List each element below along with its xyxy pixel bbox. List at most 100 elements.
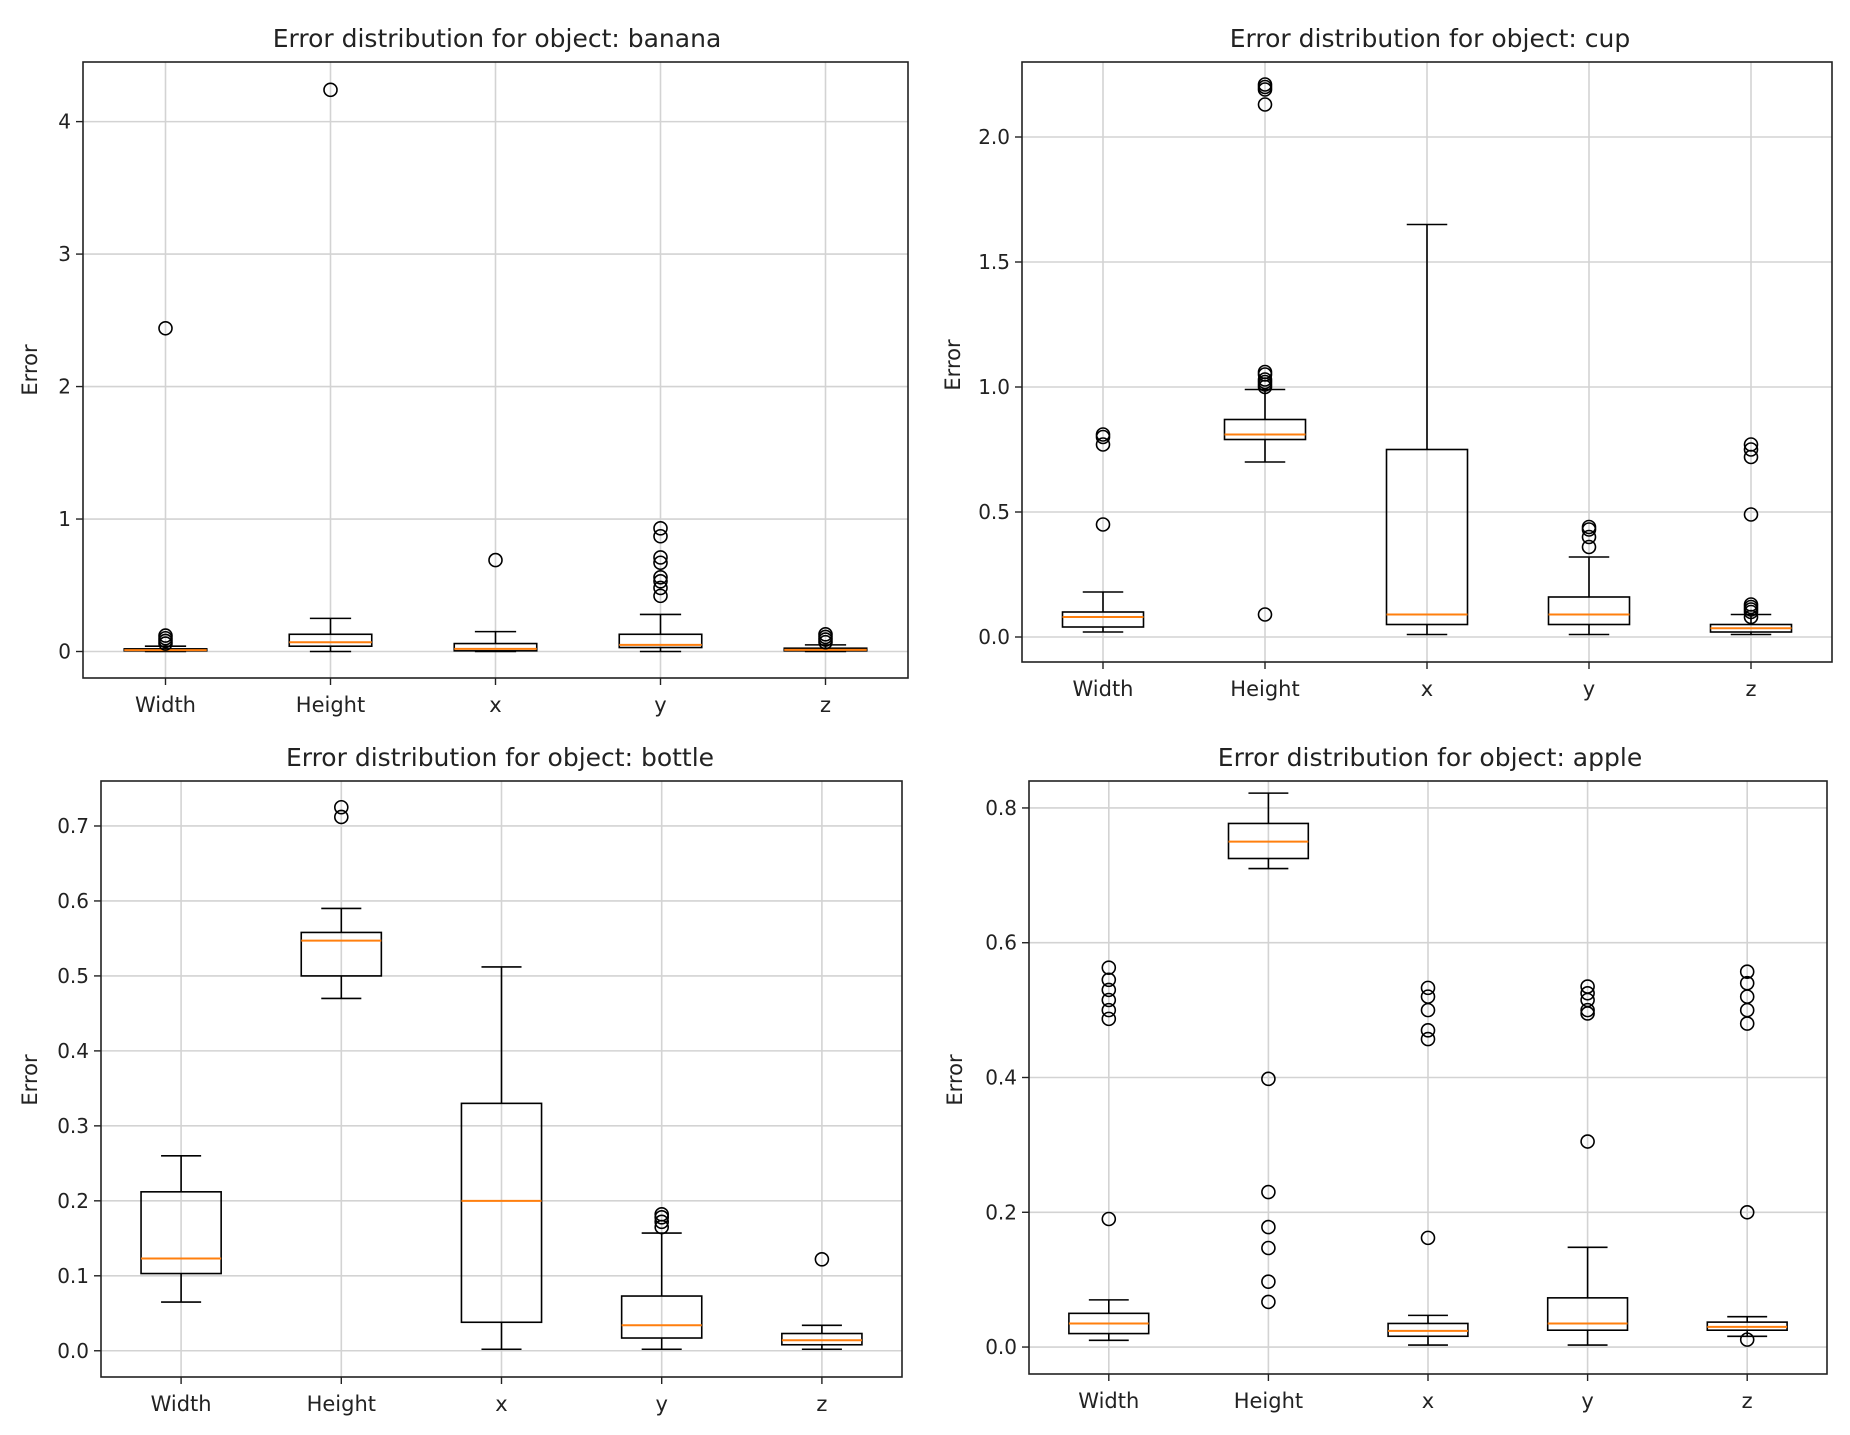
outlier-point: [654, 1207, 670, 1222]
y-tick-label: 4: [58, 110, 71, 134]
iqr-box: [781, 1332, 863, 1346]
subplot-banana: Error distribution for object: banana Er…: [18, 24, 909, 717]
plot-area-cup: 0.0 0.5 1.0 1.5 2.0 Width Height x y z: [978, 61, 1833, 701]
y-tick-label: 0.3: [57, 1114, 89, 1138]
plot-frame: [100, 780, 903, 1378]
subplot-bottle: Error distribution for object: bottle Er…: [18, 743, 903, 1416]
chart-title: Error distribution for object: cup: [1230, 24, 1631, 53]
outlier-point: [1580, 1134, 1595, 1149]
outlier-point: [1101, 972, 1117, 988]
outlier-point: [653, 528, 668, 544]
plot-frame: [1028, 780, 1828, 1375]
x-tick-label: x: [1422, 1389, 1434, 1413]
iqr-box: [1387, 1322, 1469, 1338]
outlier-point: [653, 580, 668, 596]
iqr-box: [1547, 596, 1631, 626]
outlier-point: [1257, 607, 1273, 622]
iqr-box: [620, 1295, 703, 1339]
x-tick-label: Width: [135, 693, 196, 717]
outlier-point: [653, 570, 668, 585]
outlier-point: [818, 626, 833, 642]
outlier-point: [1101, 992, 1117, 1008]
outlier-point: [1739, 975, 1755, 991]
outlier-point: [653, 550, 668, 565]
outlier-point: [488, 552, 503, 568]
outlier-point: [333, 809, 349, 825]
plot-area-bottle: 0.0 0.1 0.2 0.3 0.4 0.5 0.6 0.7 Width Height x y z: [57, 780, 903, 1416]
outlier-point: [1095, 437, 1111, 452]
y-tick-label: 2: [58, 375, 71, 399]
iqr-box: [1061, 611, 1145, 628]
outlier-point: [1739, 964, 1755, 980]
outlier-point: [1261, 1274, 1276, 1289]
x-tick-label: x: [489, 693, 501, 717]
outlier-point: [1739, 1204, 1755, 1220]
outlier-point: [653, 555, 668, 571]
outlier-point: [1261, 1294, 1276, 1310]
outlier-point: [653, 573, 668, 589]
box-z: [783, 626, 868, 653]
outlier-point: [814, 1251, 830, 1267]
outlier-point: [1581, 529, 1597, 545]
y-tick-label: 0.4: [57, 1039, 89, 1063]
x-tick-label: z: [1745, 677, 1756, 701]
iqr-box: [1385, 448, 1469, 626]
x-tick-label: z: [820, 693, 831, 717]
outlier-point: [1580, 979, 1595, 994]
outlier-point: [1420, 1230, 1436, 1246]
box-y: [620, 1207, 703, 1351]
y-tick-label: 0.6: [985, 931, 1017, 955]
x-tick-label: Height: [1230, 677, 1299, 701]
outlier-point: [1101, 960, 1117, 975]
box-y: [1547, 519, 1631, 636]
chart-title: Error distribution for object: bottle: [286, 743, 714, 772]
y-tick-label: 0.2: [985, 1200, 1017, 1224]
y-tick-label: 1: [58, 507, 71, 531]
outlier-point: [1420, 1023, 1436, 1038]
x-tick-label: y: [655, 1392, 667, 1416]
outlier-point: [1261, 1071, 1276, 1087]
box-height: [1223, 77, 1307, 622]
outlier-point: [653, 521, 668, 536]
subplot-cup: Error distribution for object: cup Error…: [941, 24, 1833, 701]
outlier-point: [1261, 1184, 1276, 1200]
iqr-box: [1546, 1297, 1629, 1331]
y-tick-label: 0.5: [978, 500, 1010, 524]
outlier-point: [158, 628, 173, 643]
x-tick-label: z: [1742, 1389, 1753, 1413]
plot-area-banana: 0 1 2 3 4 Width Height x y z: [58, 61, 909, 717]
outlier-point: [1101, 1011, 1117, 1027]
outlier-point: [323, 82, 338, 98]
outlier-point: [1261, 1219, 1276, 1235]
chart-title: Error distribution for object: apple: [1218, 743, 1642, 772]
box-height: [300, 799, 383, 1000]
y-tick-label: 0.0: [57, 1339, 89, 1363]
iqr-box: [460, 1102, 543, 1324]
box-z: [1706, 964, 1788, 1347]
y-axis-label: Error: [18, 1054, 42, 1106]
x-tick-label: y: [654, 693, 666, 717]
box-y: [1546, 979, 1629, 1346]
chart-title: Error distribution for object: banana: [273, 24, 722, 53]
y-tick-label: 0: [58, 640, 71, 664]
x-tick-label: Width: [1072, 677, 1133, 701]
iqr-box: [453, 642, 538, 652]
outlier-point: [1095, 517, 1111, 532]
y-axis-label: Error: [943, 1054, 967, 1106]
box-x: [453, 552, 538, 653]
outlier-point: [1743, 597, 1759, 612]
y-tick-label: 0.2: [57, 1189, 89, 1213]
outlier-point: [1743, 507, 1759, 522]
box-width: [123, 320, 208, 653]
y-tick-label: 0.6: [57, 889, 89, 913]
outlier-point: [653, 588, 668, 604]
y-tick-label: 0.8: [985, 796, 1017, 820]
y-tick-label: 0.1: [57, 1264, 89, 1288]
outlier-point: [1581, 519, 1597, 535]
y-tick-label: 1.5: [978, 250, 1010, 274]
x-tick-label: Height: [296, 693, 365, 717]
x-tick-label: Height: [1234, 1389, 1303, 1413]
box-z: [1709, 437, 1793, 636]
box-x: [1387, 980, 1469, 1346]
